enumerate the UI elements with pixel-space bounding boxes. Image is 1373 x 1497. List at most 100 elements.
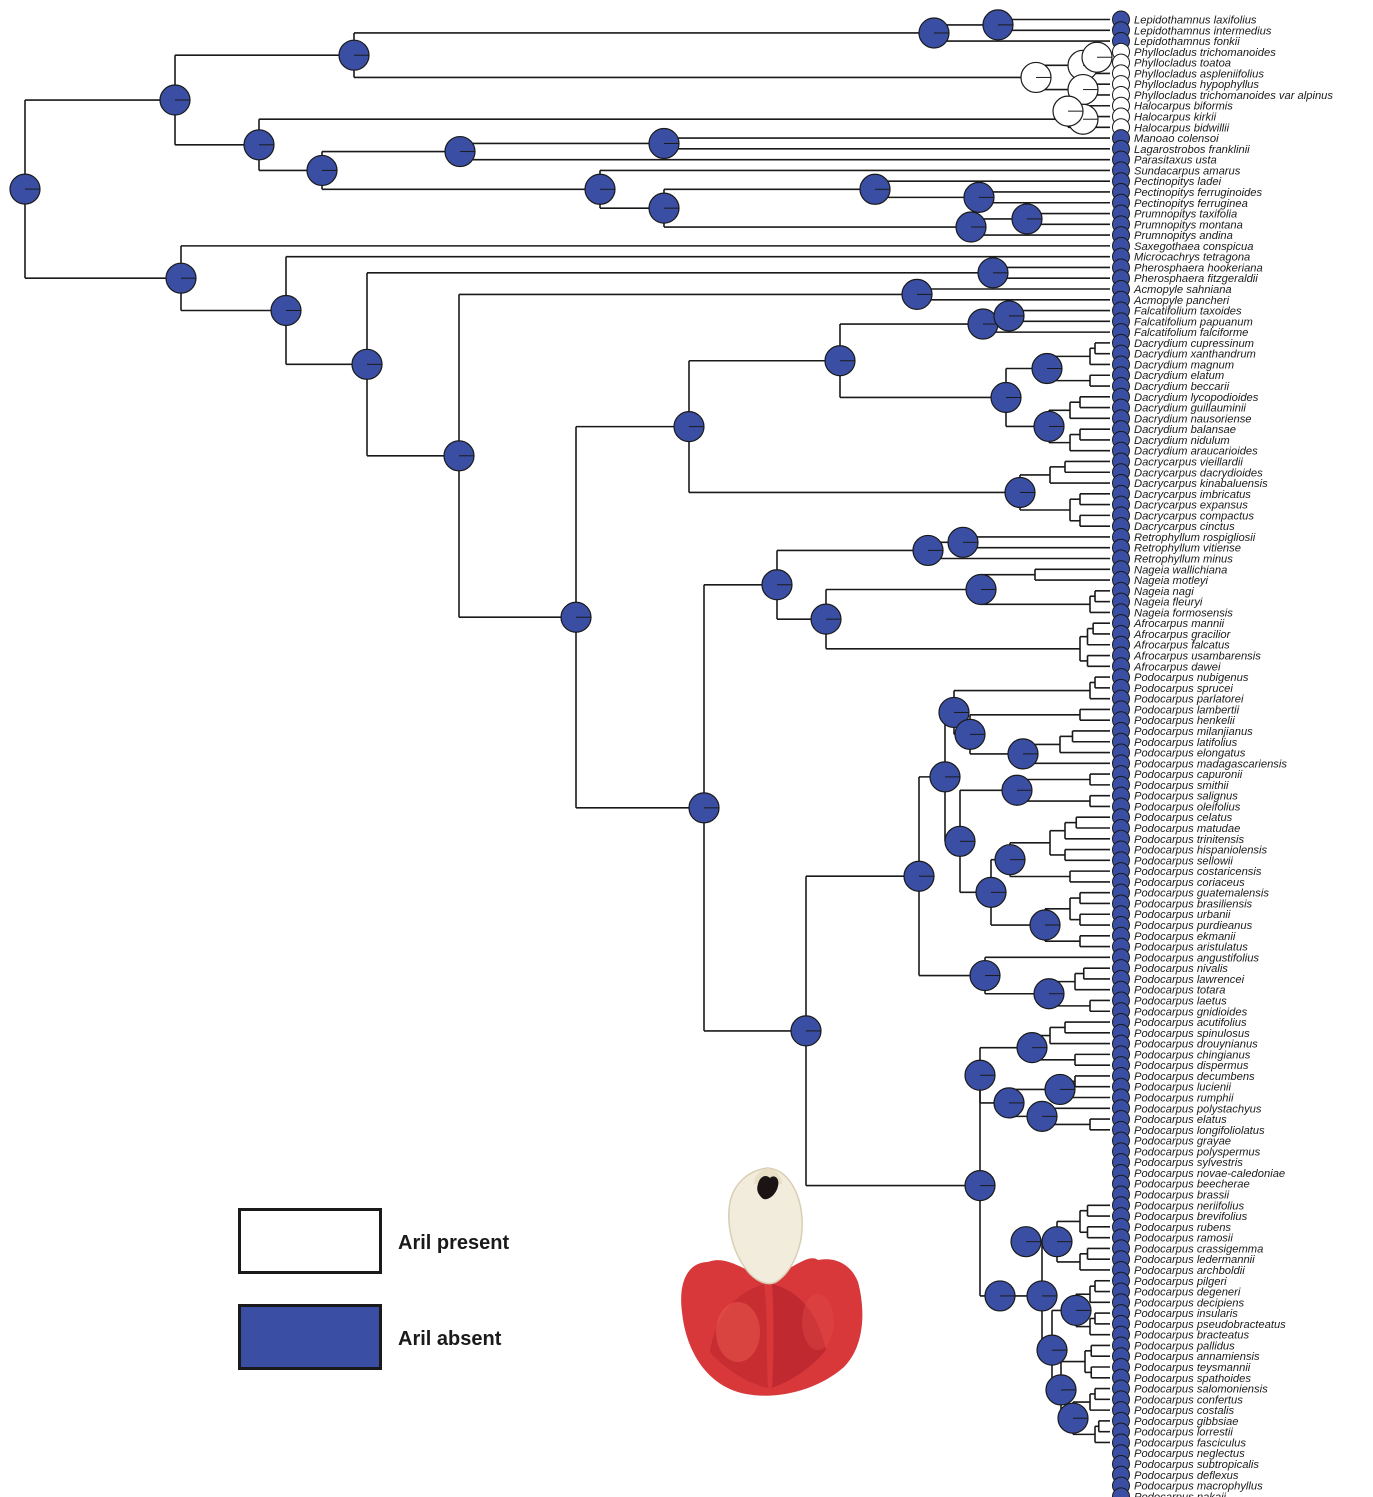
tip-label: Lagarostrobos franklinii (1134, 144, 1250, 156)
tip-label: Nageia fleuryi (1134, 597, 1203, 609)
tip-label: Afrocarpus dawei (1133, 661, 1221, 673)
tip-label: Podocarpus neriifolius (1134, 1200, 1244, 1212)
tip-label: Podocarpus sprucei (1134, 683, 1233, 695)
tip-label: Podocarpus milanjianus (1134, 726, 1253, 738)
tip-label: Podocarpus insularis (1134, 1308, 1238, 1320)
tip-label: Acmopyle pancheri (1133, 295, 1230, 307)
tip-label: Podocarpus gibbsiae (1134, 1416, 1239, 1428)
tip-label: Phyllocladus trichomanoides (1134, 47, 1276, 59)
tip-label: Podocarpus acutifolius (1134, 1017, 1247, 1029)
tip-label: Podocarpus sellowii (1134, 855, 1233, 867)
tip-label: Podocarpus brasiliensis (1134, 898, 1253, 910)
tip-label: Retrophyllum vitiense (1134, 543, 1241, 555)
ancestral-state-nodes (9, 9, 1113, 1434)
tip-label: Pherosphaera fitzgeraldii (1134, 273, 1258, 285)
tip-label: Nageia motleyi (1134, 575, 1209, 587)
legend-label-aril-absent: Aril absent (398, 1328, 502, 1350)
tip-label: Dacrydium nidulum (1134, 435, 1230, 447)
tip-label: Dacrycarpus imbricatus (1134, 489, 1251, 501)
tip-label: Halocarpus biformis (1134, 101, 1233, 113)
tip-label: Podocarpus rumphii (1134, 1093, 1234, 1105)
tip-label: Podocarpus novae-caledoniae (1134, 1168, 1285, 1180)
tip-label: Nageia wallichiana (1134, 564, 1227, 576)
tip-label: Podocarpus archboldii (1134, 1265, 1245, 1277)
tip-label: Podocarpus nubigenus (1134, 672, 1249, 684)
tip-label: Podocarpus hispaniolensis (1134, 845, 1267, 857)
tip-label: Podocarpus celatus (1134, 812, 1233, 824)
tip-label: Dacrydium beccarii (1134, 381, 1230, 393)
tip-label: Podocarpus bracteatus (1134, 1330, 1249, 1342)
tip-label: Podocarpus dispermus (1134, 1060, 1249, 1072)
tip-label: Dacrydium cupressinum (1134, 338, 1254, 350)
tip-label: Podocarpus nivalis (1134, 963, 1228, 975)
tip-label: Podocarpus totara (1134, 985, 1225, 997)
tip-label: Dacrycarpus dacrydioides (1134, 467, 1263, 479)
tip-label: Podocarpus lorrestii (1134, 1427, 1233, 1439)
tip-label: Lepidothamnus fonkii (1134, 36, 1240, 48)
tip-label: Podocarpus coriaceus (1134, 877, 1245, 889)
legend-swatch-aril-absent (238, 1304, 382, 1370)
tip-label: Prumnopitys taxifolia (1134, 209, 1237, 221)
legend-swatch-aril-present (238, 1208, 382, 1274)
tip-label: Halocarpus bidwillii (1134, 122, 1230, 134)
tip-label: Dacrycarpus kinabaluensis (1134, 478, 1268, 490)
tip-label: Podocarpus laetus (1134, 995, 1227, 1007)
tip-label: Podocarpus guatemalensis (1134, 888, 1269, 900)
tip-label: Podocarpus lawrencei (1134, 974, 1245, 986)
tip-label: Phyllocladus toatoa (1134, 58, 1231, 70)
tip-label: Podocarpus brevifolius (1134, 1211, 1248, 1223)
tip-label: Podocarpus rubens (1134, 1222, 1231, 1234)
tip-label: Dacrydium araucarioides (1134, 446, 1258, 458)
tip-label: Podocarpus salomoniensis (1134, 1384, 1268, 1396)
tip-label: Podocarpus pseudobracteatus (1134, 1319, 1286, 1331)
tip-label: Sundacarpus amarus (1134, 165, 1241, 177)
tip-label: Afrocarpus falcatus (1133, 640, 1230, 652)
tree-branches (24, 18, 1110, 1444)
tip-label: Dacrydium elatum (1134, 370, 1224, 382)
tip-label: Podocarpus elatus (1134, 1114, 1227, 1126)
tip-label: Podocarpus henkelii (1134, 715, 1235, 727)
tip-label: Prumnopitys andina (1134, 230, 1233, 242)
tip-label: Saxegothaea conspicua (1134, 241, 1253, 253)
tip-label: Falcatifolium papuanum (1134, 316, 1253, 328)
tip-label: Podocarpus elongatus (1134, 748, 1246, 760)
tip-label: Podocarpus decumbens (1134, 1071, 1255, 1083)
tip-label: Afrocarpus usambarensis (1133, 651, 1261, 663)
tip-label: Dacrycarpus compactus (1134, 510, 1254, 522)
tip-label: Podocarpus confertus (1134, 1394, 1243, 1406)
tip-label: Afrocarpus mannii (1133, 618, 1225, 630)
tip-label: Pectinopitys ferruginea (1134, 198, 1248, 210)
tip-label: Podocarpus polyspermus (1134, 1146, 1261, 1158)
tip-label: Podocarpus annamiensis (1134, 1351, 1260, 1363)
tip-label: Podocarpus pallidus (1134, 1340, 1235, 1352)
tip-label: Podocarpus teysmannii (1134, 1362, 1251, 1374)
tip-label: Podocarpus madagascariensis (1134, 758, 1287, 770)
tip-label: Phyllocladus aspleniifolius (1134, 68, 1264, 80)
tip-label: Podocarpus polystachyus (1134, 1103, 1262, 1115)
tip-label: Podocarpus spinulosus (1134, 1028, 1250, 1040)
tip-label: Podocarpus subtropicalis (1134, 1459, 1259, 1471)
tip-label: Podocarpus aristulatus (1134, 942, 1248, 954)
tip-label: Podocarpus grayae (1134, 1136, 1231, 1148)
tip-label: Phyllocladus trichomanoides var alpinus (1134, 90, 1333, 102)
tip-label: Pectinopitys ferruginoides (1134, 187, 1263, 199)
tip-label: Phyllocladus hypophyllus (1134, 79, 1259, 91)
tip-label: Podocarpus latifolius (1134, 737, 1238, 749)
tip-label: Podocarpus neglectus (1134, 1448, 1245, 1460)
tip-states (1112, 10, 1130, 1497)
tip-label: Acmopyle sahniana (1133, 284, 1232, 296)
tip-label: Nageia nagi (1134, 586, 1194, 598)
tip-label: Podocarpus urbanii (1134, 909, 1231, 921)
tip-label: Podocarpus ledermannii (1134, 1254, 1255, 1266)
tip-label: Podocarpus oleifolius (1134, 801, 1241, 813)
tip-label: Nageia formosensis (1134, 607, 1233, 619)
tip-label: Dacrydium xanthandrum (1134, 349, 1256, 361)
tip-label: Podocarpus lucienii (1134, 1082, 1232, 1094)
tip-label: Halocarpus kirkii (1134, 112, 1217, 124)
tip-label: Retrophyllum minus (1134, 554, 1233, 566)
tip-label: Dacrydium balansae (1134, 424, 1236, 436)
tip-label: Podocarpus ramosii (1134, 1233, 1233, 1245)
tip-label: Manoao colensoi (1134, 133, 1219, 145)
